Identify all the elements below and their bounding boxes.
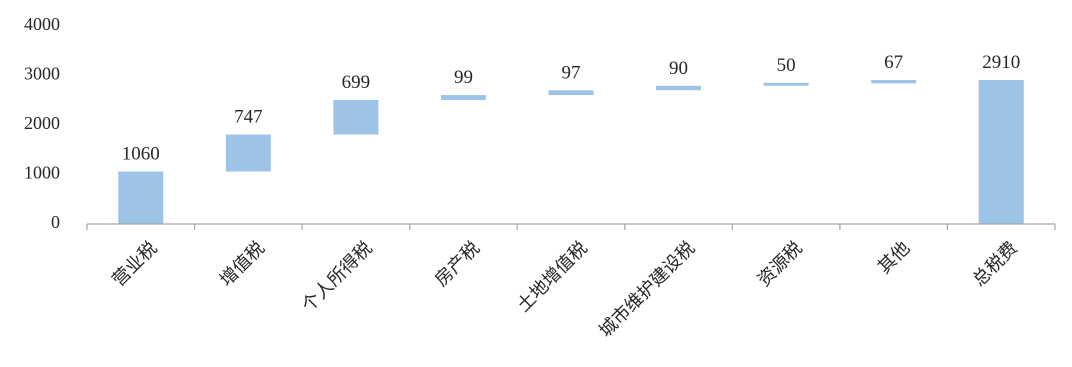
category-label: 资源税 xyxy=(754,238,807,291)
y-tick-label: 0 xyxy=(51,212,60,232)
data-label: 67 xyxy=(884,52,903,73)
category-label: 城市维护建设税 xyxy=(595,238,699,342)
bar xyxy=(656,85,702,91)
bar xyxy=(871,80,917,84)
data-label: 90 xyxy=(669,58,688,79)
y-tick-label: 2000 xyxy=(24,113,60,133)
data-label: 747 xyxy=(234,107,263,128)
data-label: 50 xyxy=(777,55,796,76)
data-label: 99 xyxy=(454,67,473,88)
category-label: 个人所得税 xyxy=(298,238,376,316)
category-label: 房产税 xyxy=(431,238,484,291)
data-labels: 1060 747 699 99 97 90 50 67 2910 xyxy=(122,52,1020,165)
category-label: 总税费 xyxy=(969,238,1022,291)
bar xyxy=(333,99,379,135)
x-axis-tick-marks xyxy=(86,224,1056,230)
category-label: 土地增值税 xyxy=(513,238,591,316)
data-label: 97 xyxy=(562,62,581,83)
category-label: 其他 xyxy=(874,238,914,278)
bars xyxy=(118,79,1024,224)
bar xyxy=(440,95,486,100)
bar xyxy=(978,79,1024,224)
category-label: 增值税 xyxy=(216,238,269,291)
bar xyxy=(225,134,271,172)
bar xyxy=(118,171,164,224)
category-labels: 营业税 增值税 个人所得税 房产税 土地增值税 城市维护建设税 资源税 其他 总税费 xyxy=(108,238,1021,342)
category-label: 营业税 xyxy=(108,238,161,291)
y-tick-label: 4000 xyxy=(24,14,60,34)
data-label: 2910 xyxy=(982,52,1020,73)
y-tick-label: 3000 xyxy=(24,64,60,84)
bar xyxy=(763,82,809,86)
y-axis-ticks: 0 1000 2000 3000 4000 xyxy=(24,14,60,232)
data-label: 699 xyxy=(342,72,371,93)
bar xyxy=(548,90,594,96)
data-label: 1060 xyxy=(122,144,160,165)
y-tick-label: 1000 xyxy=(24,163,60,183)
